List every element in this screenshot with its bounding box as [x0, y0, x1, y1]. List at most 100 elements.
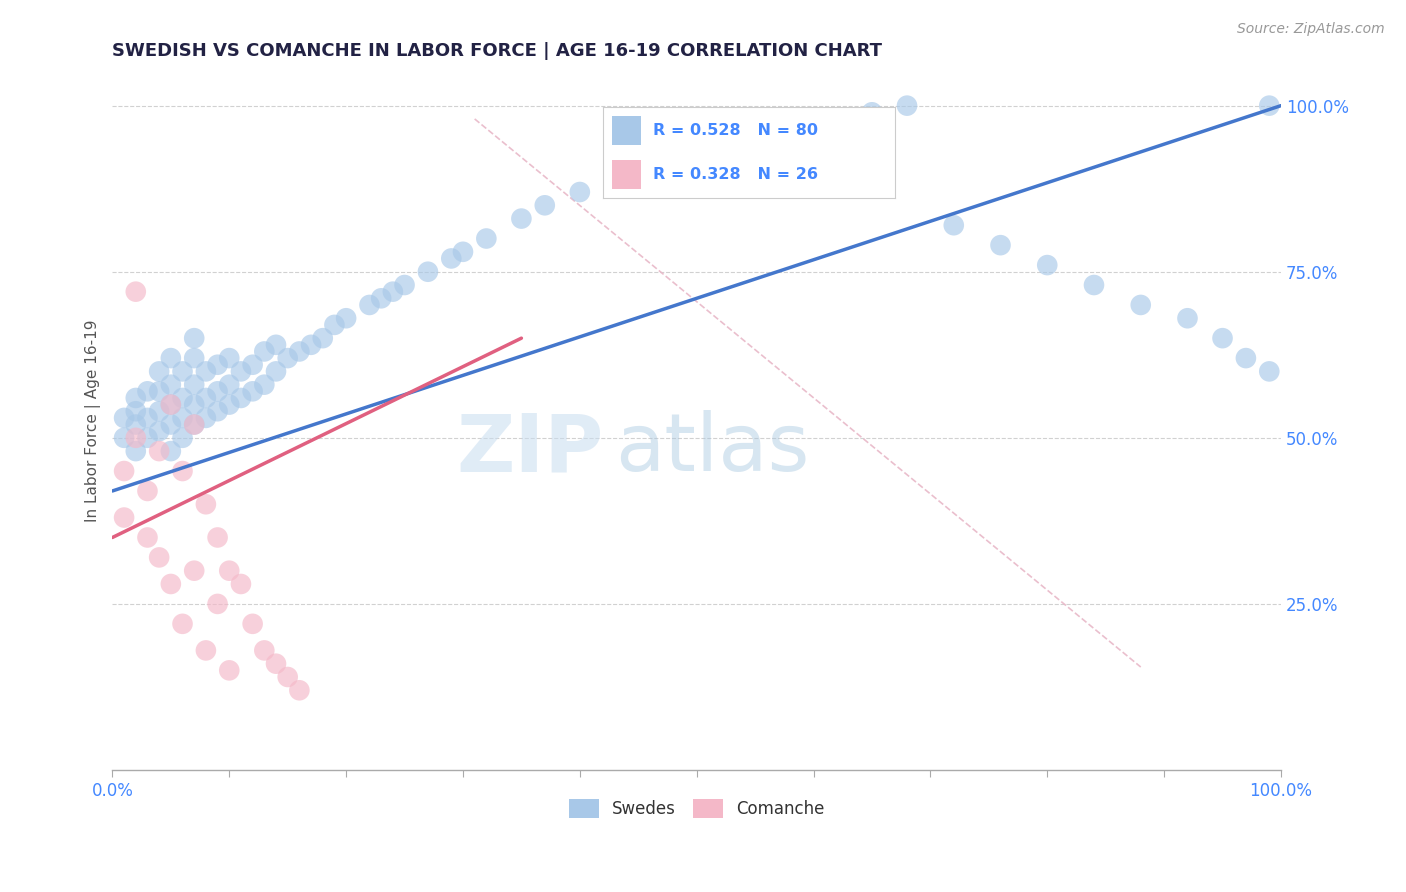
Point [194, 364, 217, 378]
Point [194, 391, 217, 405]
Point [160, 444, 183, 458]
Text: SWEDISH VS COMANCHE IN LABOR FORCE | AGE 16-19 CORRELATION CHART: SWEDISH VS COMANCHE IN LABOR FORCE | AGE… [112, 42, 883, 60]
Point [381, 285, 404, 299]
Point [1258, 98, 1281, 112]
Point [253, 643, 276, 657]
Point [136, 483, 159, 498]
Point [194, 497, 217, 511]
Point [277, 351, 299, 365]
Point [112, 410, 135, 425]
Point [394, 278, 416, 293]
Point [510, 211, 533, 226]
Point [136, 531, 159, 545]
Point [638, 158, 661, 172]
Point [172, 464, 194, 478]
Point [229, 391, 252, 405]
Point [183, 331, 205, 345]
Point [136, 410, 159, 425]
Point [779, 119, 801, 133]
Point [242, 616, 264, 631]
Y-axis label: In Labor Force | Age 16-19: In Labor Force | Age 16-19 [86, 320, 101, 523]
Point [451, 244, 474, 259]
Point [148, 550, 170, 565]
Point [194, 410, 217, 425]
Point [148, 384, 170, 399]
Point [299, 338, 322, 352]
Point [172, 364, 194, 378]
Point [172, 391, 194, 405]
Point [896, 98, 918, 112]
Point [136, 384, 159, 399]
Point [125, 417, 148, 432]
Text: atlas: atlas [614, 410, 810, 488]
Point [1129, 298, 1152, 312]
Point [568, 185, 591, 199]
Point [264, 338, 287, 352]
Point [416, 265, 439, 279]
Point [860, 105, 883, 120]
Point [264, 657, 287, 671]
Point [440, 252, 463, 266]
Point [323, 318, 346, 332]
Point [125, 391, 148, 405]
Point [277, 670, 299, 684]
Point [125, 404, 148, 418]
Point [136, 431, 159, 445]
Point [709, 132, 731, 146]
Point [264, 364, 287, 378]
Point [253, 377, 276, 392]
Point [1036, 258, 1059, 272]
Point [1258, 364, 1281, 378]
Point [125, 431, 148, 445]
Point [183, 351, 205, 365]
Point [183, 417, 205, 432]
Point [229, 364, 252, 378]
Point [673, 145, 696, 160]
Point [183, 377, 205, 392]
Point [370, 291, 392, 305]
Point [229, 577, 252, 591]
Point [533, 198, 555, 212]
Point [172, 616, 194, 631]
Point [814, 112, 837, 126]
Point [218, 664, 240, 678]
Point [148, 364, 170, 378]
Point [207, 531, 229, 545]
Point [475, 231, 498, 245]
Point [172, 431, 194, 445]
Point [160, 398, 183, 412]
Point [183, 398, 205, 412]
Text: ZIP: ZIP [456, 410, 603, 488]
Point [603, 171, 626, 186]
Text: Source: ZipAtlas.com: Source: ZipAtlas.com [1237, 22, 1385, 37]
Point [335, 311, 357, 326]
Point [242, 384, 264, 399]
Point [1177, 311, 1199, 326]
Point [125, 444, 148, 458]
Point [1234, 351, 1257, 365]
Point [148, 404, 170, 418]
Point [218, 377, 240, 392]
Point [242, 358, 264, 372]
Point [218, 351, 240, 365]
Point [160, 417, 183, 432]
Point [172, 410, 194, 425]
Point [288, 344, 311, 359]
Point [1083, 278, 1105, 293]
Point [288, 683, 311, 698]
Point [183, 564, 205, 578]
Point [218, 398, 240, 412]
Point [942, 218, 965, 232]
Point [207, 358, 229, 372]
Point [112, 464, 135, 478]
Point [125, 285, 148, 299]
Point [148, 444, 170, 458]
Point [160, 398, 183, 412]
Point [160, 577, 183, 591]
Point [1212, 331, 1234, 345]
Point [207, 404, 229, 418]
Point [112, 431, 135, 445]
Point [148, 424, 170, 438]
Point [744, 125, 766, 139]
Point [359, 298, 381, 312]
